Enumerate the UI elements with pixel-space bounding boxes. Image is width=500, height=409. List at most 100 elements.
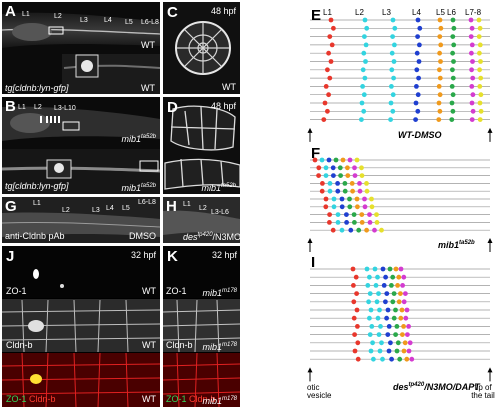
- panel-e-neuromast-dot: [437, 108, 443, 114]
- panel-e-neuromast-dot: [389, 67, 395, 73]
- panel-f-neuromast-dot: [354, 157, 360, 163]
- panel-i-neuromast-dot: [355, 340, 361, 346]
- panel-e-neuromast-dot: [359, 117, 364, 122]
- panel-i-neuromast-dot: [352, 348, 358, 354]
- panel-d-label: D: [167, 99, 178, 116]
- panel-f-neuromast-dot: [319, 188, 325, 194]
- panel-a-mark-l5: L5: [125, 19, 133, 26]
- panel-a-transgene: tg[cldnb:lyn-gfp]: [5, 83, 69, 93]
- panel-i-neuromast-dot: [407, 340, 413, 346]
- panel-e-neuromast-dot: [449, 117, 455, 122]
- panel-e-arrowhead-right: [487, 127, 493, 133]
- panel-e-neuromast-dot: [437, 34, 443, 39]
- panel-k-zo1-label: ZO-1: [166, 286, 187, 296]
- panel-j-genotype-2: WT: [142, 340, 156, 350]
- panel-e-neuromast-dot: [478, 92, 484, 98]
- panel-f-neuromast-dot: [352, 173, 358, 179]
- panel-i-neuromast-dot: [371, 356, 376, 362]
- panel-e-neuromast-dot: [470, 108, 476, 114]
- panel-k-stage: 32 hpf: [211, 250, 237, 260]
- panel-e-neuromast-dot: [322, 100, 328, 106]
- panel-f-neuromast-dot: [323, 173, 329, 179]
- panel-f-neuromast-dot: [350, 188, 355, 194]
- panel-f-neuromast-dot: [359, 173, 365, 179]
- panel-i-neuromast-dot: [395, 283, 400, 288]
- panel-i-neuromast-dot: [377, 348, 383, 354]
- panel-e-neuromast-dot: [450, 50, 455, 56]
- panel-f-neuromast-dot: [323, 204, 329, 210]
- panel-f-neuromast-dot: [349, 181, 355, 186]
- panel-f-neuromast-dot: [359, 212, 365, 218]
- panel-i-neuromast-dot: [374, 299, 380, 305]
- panel-e-neuromast-dot: [451, 59, 456, 64]
- panel-f-label: F: [311, 145, 321, 162]
- panel-f-neuromast-dot: [367, 220, 373, 225]
- panel-j-genotype-1: WT: [142, 286, 156, 296]
- panel-b-genotype: mib1ta52b: [121, 134, 156, 144]
- panel-f-arrowhead-right: [487, 238, 493, 243]
- panel-e-col-l7-8: L7-8: [465, 8, 482, 17]
- panel-f-neuromast-dot: [330, 227, 336, 233]
- panel-e-neuromast-dot: [477, 100, 483, 106]
- panel-g-mark-l6-l8: L6-L8: [138, 199, 156, 206]
- panel-i-neuromast-dot: [402, 340, 408, 346]
- panel-i-label: I: [311, 254, 316, 271]
- panel-e-neuromast-dot: [477, 117, 483, 122]
- panel-e-neuromast-dot: [331, 25, 336, 31]
- panel-f-neuromast-dot: [327, 181, 333, 186]
- panel-i-neuromast-dot: [390, 274, 396, 280]
- panel-e-neuromast-dot: [469, 25, 475, 31]
- panel-e-neuromast-dot: [436, 84, 442, 89]
- panel-f-neuromast-dot: [356, 227, 362, 233]
- panel-i-neuromast-dot: [391, 315, 397, 321]
- panel-f-neuromast-dot: [331, 204, 337, 210]
- panel-i-neuromast-dot: [406, 324, 411, 329]
- panel-g-mark-l1: L1: [33, 200, 41, 207]
- panel-e-neuromast-dot: [476, 34, 482, 39]
- panel-g-treatment: DMSO: [129, 231, 156, 241]
- panel-f-neuromast-dot: [348, 227, 354, 233]
- panel-f-neuromast-dot: [316, 165, 322, 171]
- panel-e-neuromast-dot: [437, 17, 443, 23]
- panel-e-neuromast-dot: [468, 17, 474, 23]
- panel-e-neuromast-dot: [438, 59, 443, 64]
- panel-e-neuromast-dot: [361, 50, 367, 56]
- panel-e-neuromast-dot: [392, 25, 398, 31]
- panel-e-neuromast-dot: [450, 17, 456, 23]
- panel-i-neuromast-dot: [366, 299, 371, 305]
- panel-a-mark-l2: L2: [54, 13, 62, 20]
- panel-e-neuromast-dot: [323, 84, 329, 89]
- panel-k-genotype-2: mib1m178: [202, 342, 237, 352]
- panel-i-neuromast-dot: [372, 266, 378, 272]
- panel-e-arrowhead-left: [307, 127, 313, 133]
- panel-e-label: E: [311, 7, 322, 24]
- panel-i-neuromast-dot: [396, 274, 402, 280]
- panel-e-neuromast-dot: [414, 67, 420, 73]
- panel-i-neuromast-dot: [369, 324, 375, 329]
- panel-f-neuromast-dot: [355, 204, 360, 210]
- panel-j-merge-label: ZO-1 Cldn-b: [6, 394, 56, 404]
- panel-i-neuromast-dot: [406, 348, 412, 354]
- panel-k-merge-label: ZO-1 Cldn-b: [166, 394, 216, 404]
- panel-i-neuromast-dot: [355, 324, 360, 329]
- panel-e-neuromast-dot: [477, 25, 483, 31]
- panel-f-neuromast-dot: [316, 173, 321, 179]
- panel-f-neuromast-dot: [335, 212, 341, 218]
- panel-f-neuromast-dot: [352, 220, 357, 225]
- panel-i-neuromast-dot: [351, 315, 357, 321]
- panel-g-label: G: [5, 198, 17, 215]
- panel-f-arrowhead-left: [307, 238, 313, 243]
- panel-e-neuromast-dot: [327, 75, 333, 81]
- panel-i-neuromast-dot: [409, 356, 415, 362]
- panel-f-neuromast-dot: [323, 165, 329, 171]
- diagram-area: E L1 L2 L3 L4 L5 L6 L7-8 WT-DMSO F mib1t…: [243, 0, 500, 409]
- panel-i-arrowhead-left: [307, 367, 313, 373]
- panel-f-neuromast-dot: [338, 173, 343, 179]
- panel-e-col-l4: L4: [412, 8, 421, 17]
- panel-i-neuromast-dot: [394, 348, 400, 354]
- panel-i-neuromast-dot: [404, 356, 410, 362]
- panel-e-col-l6: L6: [447, 8, 456, 17]
- panel-i-neuromast-dot: [385, 307, 391, 313]
- panel-i-neuromast-dot: [401, 324, 406, 329]
- panel-f-neuromast-dot: [347, 204, 353, 210]
